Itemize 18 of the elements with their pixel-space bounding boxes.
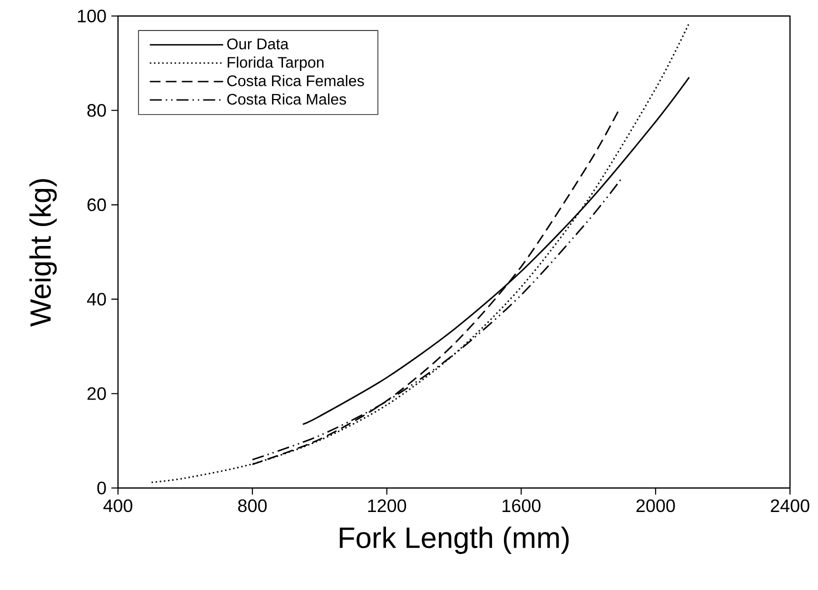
y-tick-label: 100 [78,10,106,22]
x-tick-label: 2400 [770,499,810,512]
x-tick-label: 1600 [502,499,541,512]
legend-label: Costa Rica Females [227,74,364,86]
legend-label: Costa Rica Males [227,93,346,105]
y-tick-label: 80 [87,104,106,117]
y-axis-title: Weight (kg) [29,179,57,327]
legend-label: Our Data [227,38,289,50]
x-tick-label: 1200 [368,499,406,512]
legend-label: Florida Tarpon [228,56,324,71]
y-tick-label: 60 [88,198,106,212]
x-tick-label: 400 [103,499,132,512]
y-tick-label: 20 [88,387,106,400]
x-axis-title: Fork Length (mm) [340,526,569,554]
y-tick-label: 40 [87,292,106,306]
x-tick-label: 800 [238,499,267,512]
x-tick-label: 2000 [636,499,675,512]
y-tick-label: 0 [97,482,106,494]
